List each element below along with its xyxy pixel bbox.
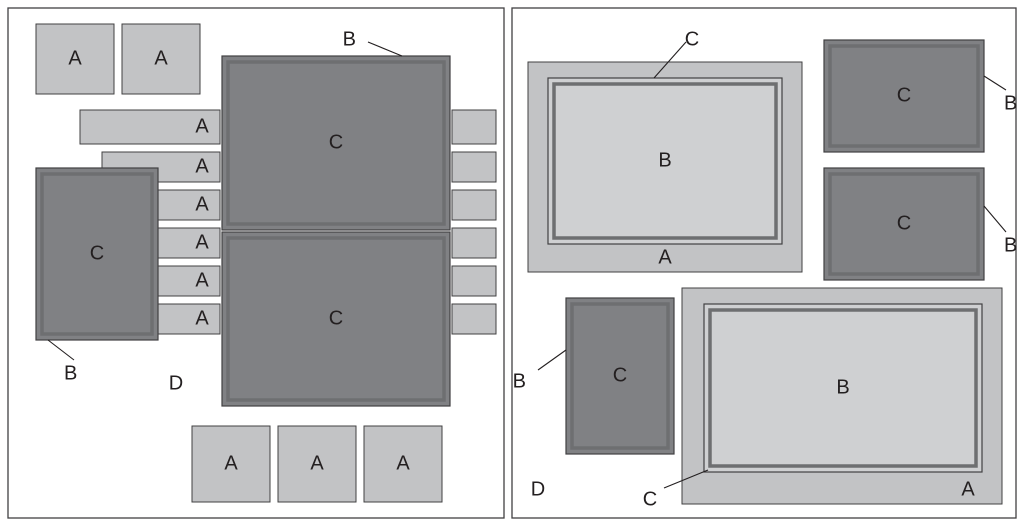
svg-text:A: A xyxy=(396,452,410,474)
svg-text:A: A xyxy=(195,307,209,329)
svg-text:A: A xyxy=(195,193,209,215)
right-leader-C_bot: C xyxy=(643,488,657,510)
left-stub-1 xyxy=(452,152,496,182)
left-stub-5 xyxy=(452,304,496,334)
svg-text:B: B xyxy=(64,362,77,384)
left-stub-3 xyxy=(452,228,496,258)
svg-text:C: C xyxy=(897,212,911,234)
svg-text:B: B xyxy=(836,376,849,398)
left-d-label: D xyxy=(169,372,183,394)
svg-text:A: A xyxy=(224,452,238,474)
svg-text:C: C xyxy=(329,131,343,153)
svg-text:B: B xyxy=(658,149,671,171)
right-leader-B2: B xyxy=(1004,234,1017,256)
svg-text:A: A xyxy=(195,231,209,253)
left-stub-2 xyxy=(452,190,496,220)
right-leader-B1: B xyxy=(1004,92,1017,114)
svg-text:C: C xyxy=(329,307,343,329)
svg-text:A: A xyxy=(961,478,975,500)
svg-text:A: A xyxy=(68,47,82,69)
svg-text:A: A xyxy=(195,115,209,137)
right-leader-B3: B xyxy=(513,370,526,392)
left-stub-4 xyxy=(452,266,496,296)
svg-text:C: C xyxy=(897,84,911,106)
svg-text:A: A xyxy=(195,155,209,177)
right-d-label: D xyxy=(531,478,545,500)
svg-text:A: A xyxy=(658,246,672,268)
svg-text:A: A xyxy=(310,452,324,474)
svg-text:C: C xyxy=(90,242,104,264)
left-stub-0 xyxy=(452,110,496,144)
svg-text:A: A xyxy=(154,47,168,69)
right-leader-C_top: C xyxy=(685,28,699,50)
svg-text:A: A xyxy=(195,269,209,291)
diagram-canvas: AAAAAAAACCCAAABBDAABBCCCCBBBCD xyxy=(0,0,1024,526)
svg-text:B: B xyxy=(343,28,356,50)
svg-text:C: C xyxy=(613,364,627,386)
